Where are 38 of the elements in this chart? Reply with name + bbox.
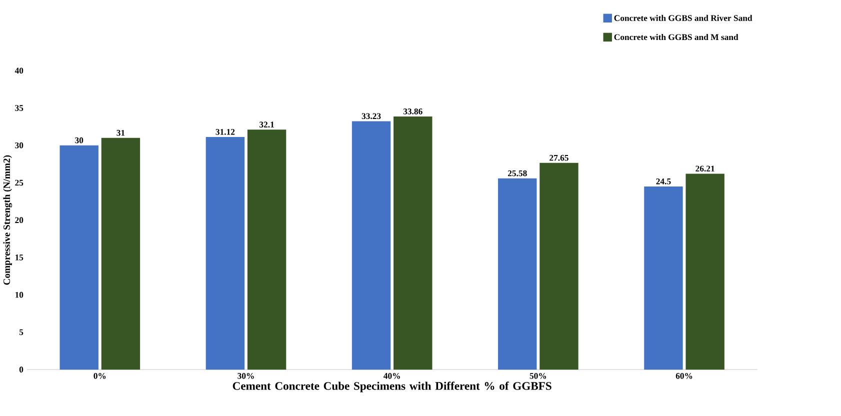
bar [686, 174, 724, 370]
bar [206, 136, 245, 370]
x-axis-title: Cement Concrete Cube Specimens with Different % of GGBFS [232, 382, 552, 392]
data-label: 31 [116, 130, 125, 136]
data-label: 30 [75, 137, 84, 144]
bar [60, 145, 98, 370]
bar [352, 121, 391, 370]
x-tick-label: 50% [530, 372, 546, 379]
y-tick-label: 5 [19, 329, 24, 336]
legend-label: Concrete with GGBS and M sand [614, 34, 738, 40]
x-tick-label: 30% [238, 372, 254, 379]
bar [394, 116, 432, 370]
y-tick-label: 20 [15, 217, 24, 224]
x-tick-label: 40% [384, 372, 400, 379]
bar [498, 178, 537, 370]
x-tick-label: 0% [94, 372, 106, 379]
data-label: 33.86 [403, 108, 422, 114]
y-axis-title: Compressive Strength (N/mm2) [3, 155, 12, 285]
x-tick-label: 60% [676, 372, 692, 379]
data-label: 31.12 [216, 128, 235, 135]
legend-label: Concrete with GGBS and River Sand [614, 14, 752, 21]
y-tick-label: 15 [15, 254, 24, 260]
y-tick-label: 35 [15, 105, 24, 111]
data-label: 26.21 [696, 166, 714, 172]
y-tick-label: 10 [15, 292, 24, 298]
data-label: 27.65 [550, 154, 568, 161]
data-label: 25.58 [508, 170, 527, 176]
data-label: 32.1 [260, 122, 274, 128]
data-label: 24.5 [656, 178, 671, 184]
data-label: 33.23 [362, 113, 381, 120]
bar [247, 130, 286, 370]
y-tick-label: 25 [15, 180, 24, 186]
y-tick-label: 40 [14, 68, 24, 74]
y-tick-label: 0 [19, 366, 24, 373]
bar [644, 186, 683, 370]
bar [101, 138, 140, 370]
y-tick-label: 30 [15, 142, 24, 148]
bar [540, 162, 578, 370]
